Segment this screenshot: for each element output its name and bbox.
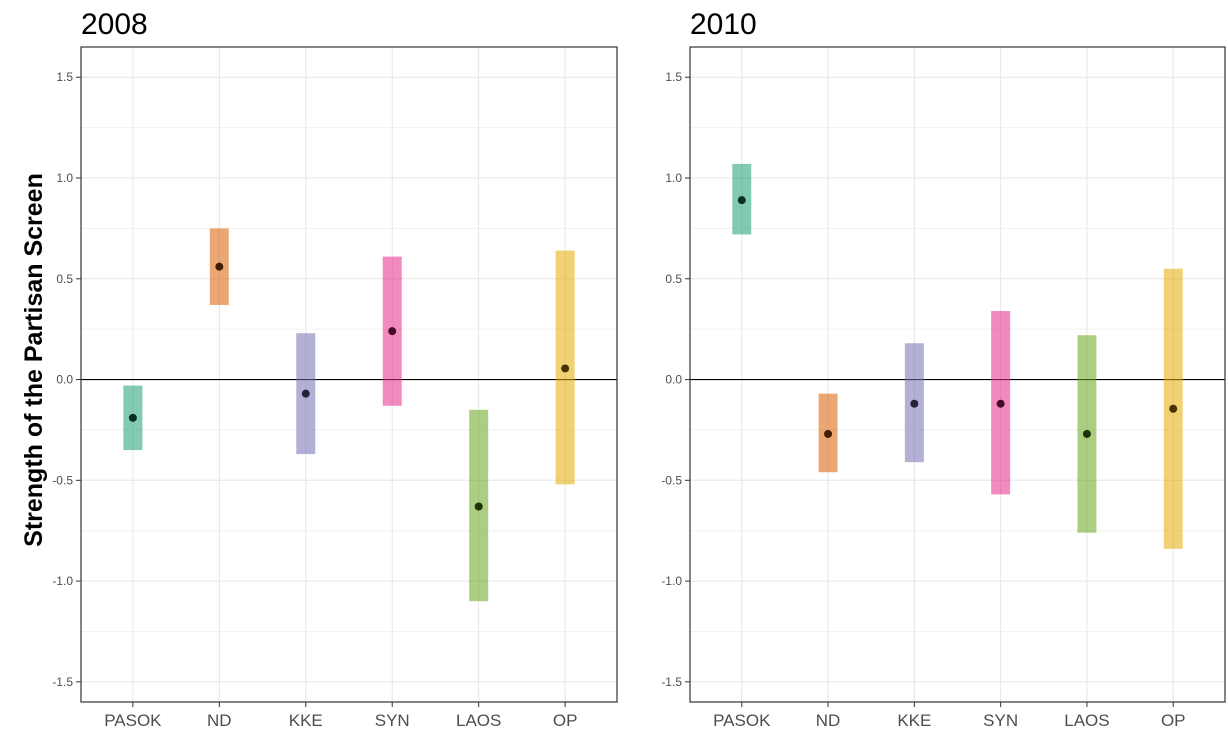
y-tick-label: 0.5 [665,272,682,286]
y-tick-label: 0.0 [665,373,682,387]
y-tick-label: -1.0 [661,574,682,588]
x-tick-label-pasok: PASOK [104,711,162,730]
x-tick-label-laos: LAOS [1064,711,1109,730]
estimate-point-op [1169,404,1178,413]
y-tick-label: -1.0 [52,574,73,588]
x-tick-label-nd: ND [816,711,841,730]
y-tick-label: -0.5 [661,473,682,487]
panel-0: -1.5 -1.0 -0.5 0.0 0.5 1.0 1.5 PASOK ND KKE SYN LAO… [52,8,618,730]
estimate-point-pasok [737,196,746,205]
y-tick-label: -1.5 [661,675,682,689]
panel-border [689,46,1226,703]
y-tick-label: 1.0 [56,171,73,185]
y-tick-label: 1.0 [665,171,682,185]
estimate-point-syn [388,327,397,336]
estimate-point-syn [996,399,1005,408]
x-tick-label-laos: LAOS [456,711,501,730]
x-tick-label-pasok: PASOK [713,711,771,730]
x-tick-label-syn: SYN [983,711,1018,730]
estimate-point-kke [301,389,310,398]
estimate-point-kke [910,399,919,408]
y-tick-label: 1.5 [665,70,682,84]
estimate-point-pasok [128,413,137,422]
y-tick-label: -1.5 [52,675,73,689]
panel-1: -1.5 -1.0 -0.5 0.0 0.5 1.0 1.5 PASOK ND KKE SYN LAO… [661,8,1226,730]
estimate-point-op [561,364,570,373]
x-tick-label-kke: KKE [289,711,323,730]
y-tick-label: 0.5 [56,272,73,286]
y-tick-label: 1.5 [56,70,73,84]
estimate-point-laos [1082,429,1091,438]
estimate-point-laos [474,502,483,511]
estimate-point-nd [824,429,833,438]
x-tick-label-nd: ND [207,711,232,730]
panel-title: 2010 [690,8,757,41]
panel-title: 2008 [81,8,148,41]
y-tick-label: -0.5 [52,473,73,487]
x-tick-label-kke: KKE [897,711,931,730]
x-tick-label-syn: SYN [375,711,410,730]
estimate-point-nd [215,262,224,271]
y-axis-title: Strength of the Partisan Screen [20,173,48,547]
y-tick-label: 0.0 [56,373,73,387]
panel-border [80,46,618,703]
x-tick-label-op: OP [553,711,578,730]
x-tick-label-op: OP [1161,711,1186,730]
